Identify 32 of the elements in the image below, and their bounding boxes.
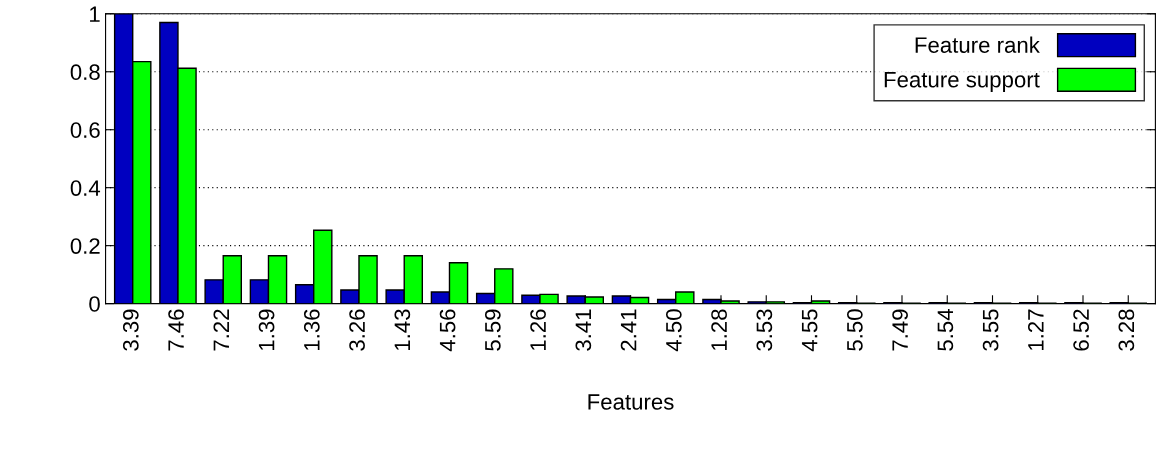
x-tick-label: 3.39 <box>122 309 139 351</box>
y-tick-label: 1 <box>90 6 100 22</box>
x-tick-label: 4.50 <box>665 309 682 352</box>
y-tick-label: 0.4 <box>70 180 101 196</box>
legend-label: Feature support <box>884 72 1040 92</box>
x-tick-label: 6.52 <box>1073 309 1089 351</box>
x-tick-label: 3.41 <box>575 309 592 351</box>
x-tick-label: 3.26 <box>349 309 365 351</box>
y-tick-label: 0.2 <box>70 238 100 254</box>
x-tick-label: 5.50 <box>846 309 863 351</box>
x-tick-label: 1.26 <box>530 309 546 351</box>
x-tick-label: 3.55 <box>982 309 999 351</box>
y-tick-label: 0.6 <box>70 122 100 138</box>
x-tick-label: 2.41 <box>620 309 637 351</box>
x-tick-label: 1.36 <box>303 309 320 351</box>
legend-label: Feature rank <box>915 36 1040 53</box>
x-tick-label: 4.55 <box>801 309 818 352</box>
x-tick-label: 7.22 <box>213 309 229 351</box>
x-tick-label: 1.43 <box>394 309 411 351</box>
x-axis-title: Features <box>588 394 674 410</box>
y-tick-label: 0 <box>89 296 100 312</box>
x-tick-label: 1.39 <box>258 309 275 351</box>
x-tick-label: 5.54 <box>937 309 954 351</box>
x-tick-label: 7.46 <box>168 309 184 351</box>
x-tick-label: 4.56 <box>439 309 456 352</box>
x-tick-label: 1.28 <box>711 309 727 351</box>
x-tick-label: 1.27 <box>1027 309 1044 351</box>
x-tick-label: 7.49 <box>892 309 908 351</box>
x-tick-label: 5.59 <box>484 309 501 351</box>
x-tick-label: 3.28 <box>1118 309 1135 351</box>
x-tick-label: 3.53 <box>756 309 773 351</box>
y-tick-label: 0.8 <box>70 64 100 81</box>
